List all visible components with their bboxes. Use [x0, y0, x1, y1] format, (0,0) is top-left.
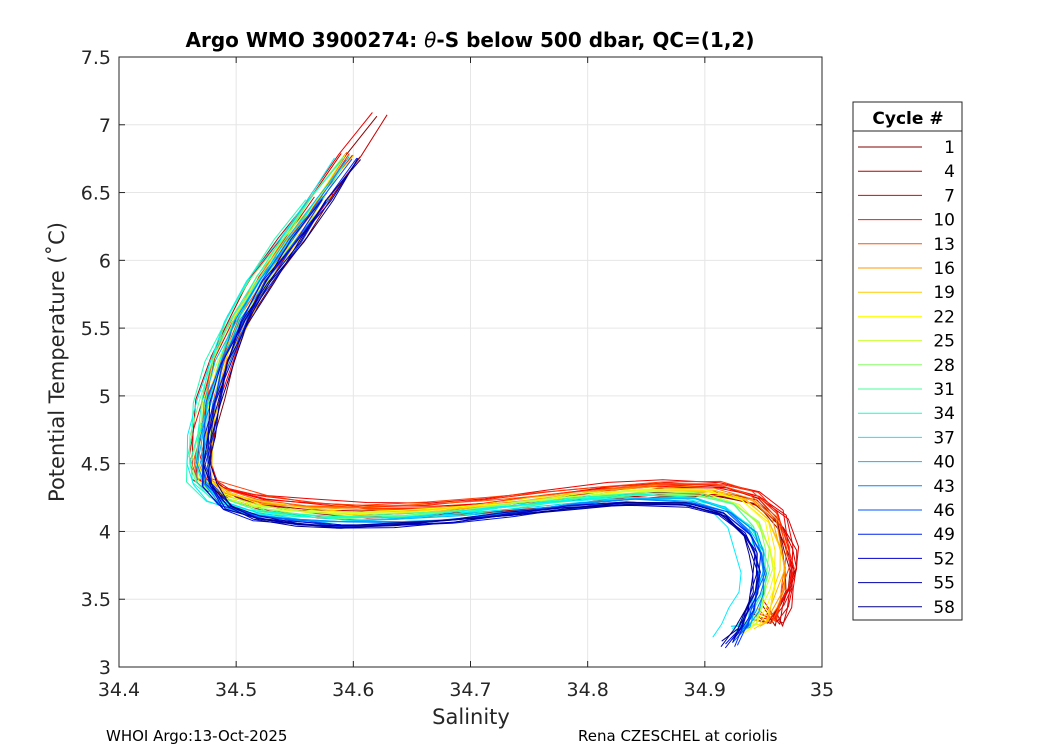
legend-label: 28	[933, 356, 955, 376]
footer-left: WHOI Argo:13-Oct-2025	[106, 727, 287, 745]
profile-line-cycle-54	[202, 199, 758, 641]
x-tick-label: 34.4	[98, 679, 140, 701]
x-axis-label: Salinity	[432, 705, 510, 729]
profile-line-cycle-25	[198, 156, 774, 631]
x-tick-label: 34.9	[684, 679, 726, 701]
x-tick-label: 34.7	[449, 679, 491, 701]
y-tick-label: 6	[99, 250, 111, 272]
data-series	[186, 112, 800, 649]
profile-line-cycle-31	[200, 154, 771, 627]
grid-lines	[119, 57, 822, 667]
profile-line-cycle-30	[188, 196, 768, 630]
legend-label: 49	[933, 525, 955, 545]
y-tick-label: 7	[99, 115, 111, 137]
legend-label: 1	[944, 138, 955, 158]
y-tick-label: 4	[99, 521, 111, 543]
legend-label: 55	[933, 574, 955, 594]
legend-label: 13	[933, 235, 955, 255]
legend-label: 43	[933, 477, 955, 497]
profile-line-cycle-52	[207, 160, 761, 649]
legend-label: 46	[933, 501, 955, 521]
legend-label: 34	[933, 404, 955, 424]
legend-label: 58	[933, 598, 955, 618]
y-tick-label: 5	[99, 386, 111, 408]
y-tick-label: 5.5	[81, 318, 111, 340]
profile-line-cycle-58	[210, 157, 759, 642]
y-tick-label: 6.5	[81, 183, 111, 205]
legend-label: 10	[933, 211, 955, 231]
legend-items: 1 4 7 10 13 16 19 22 25 28 31 34 37 40 43 46 49 52 55 58	[858, 138, 955, 618]
footer-right: Rena CZESCHEL at coriolis	[578, 727, 778, 745]
y-tick-label: 4.5	[81, 454, 111, 476]
legend-label: 4	[944, 162, 955, 182]
x-tick-label: 35	[810, 679, 834, 701]
legend-label: 37	[933, 428, 955, 448]
profile-line-cycle-57	[203, 199, 754, 648]
profile-line-cycle-40	[196, 156, 765, 631]
profile-line-cycle-10	[200, 153, 795, 621]
legend-label: 31	[933, 380, 955, 400]
legend-label: 7	[944, 186, 955, 206]
legend-label: 22	[933, 307, 955, 327]
profile-line-cycle-48	[202, 199, 762, 646]
profile-line-cycle-21	[203, 195, 776, 625]
legend-label: 52	[933, 549, 955, 569]
legend-title: Cycle #	[872, 109, 943, 129]
y-axis-label: Potential Temperature (˚C)	[45, 222, 69, 502]
y-tick-label: 3.5	[81, 589, 111, 611]
legend-label: 40	[933, 453, 955, 473]
profile-line-cycle-43	[196, 159, 765, 638]
legend-label: 25	[933, 332, 955, 352]
y-axis-ticks: 3 3.5 4 4.5 5 5.5 6 6.5 7 7.5	[81, 47, 822, 679]
y-tick-label: 3	[99, 657, 111, 679]
x-tick-label: 34.5	[215, 679, 257, 701]
x-axis-ticks: 34.4 34.5 34.6 34.7 34.8 34.9 35	[98, 57, 834, 701]
chart-title: Argo WMO 3900274: θ-S below 500 dbar, QC…	[186, 28, 755, 52]
legend-label: 16	[933, 259, 955, 279]
legend-label: 19	[933, 283, 955, 303]
legend: Cycle # 1 4 7 10 13 16 19 22 25 28 31 34 37 40 43 46 49 5…	[852, 101, 963, 621]
x-tick-label: 34.6	[332, 679, 374, 701]
x-tick-label: 34.8	[567, 679, 609, 701]
y-tick-label: 7.5	[81, 47, 111, 69]
legend-box	[852, 101, 963, 621]
